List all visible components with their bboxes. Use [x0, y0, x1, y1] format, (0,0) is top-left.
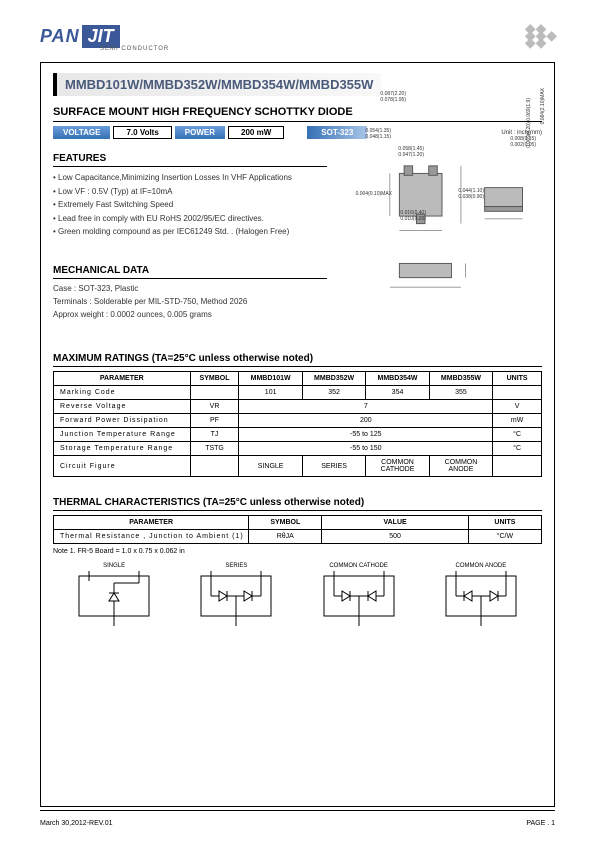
mech-line: Terminals : Solderable per MIL-STD-750, …: [53, 296, 327, 309]
max-ratings-table: PARAMETERSYMBOLMMBD101WMMBD352WMMBD354WM…: [53, 371, 542, 477]
thermal-head: THERMAL CHARACTERISTICS (TA=25°C unless …: [53, 489, 542, 511]
table-row: Storage Temperature RangeTSTG-55 to 150°…: [54, 442, 542, 456]
header-row: PAN JIT SEMI CONDUCTOR ◆ ◆◆ ◆ ◆◆ ◆: [40, 25, 555, 52]
th-sym: SYMBOL: [249, 516, 322, 530]
thermal-table: PARAMETER SYMBOL VALUE UNITS Thermal Res…: [53, 515, 542, 544]
table-row: Reverse VoltageVR7V: [54, 400, 542, 414]
content-box: MMBD101W/MMBD352W/MMBD354W/MMBD355W SURF…: [40, 62, 555, 807]
feature-item: Green molding compound as per IEC61249 S…: [53, 225, 327, 239]
package-diagram: 0.087(2.20)0.078(1.95) 0.084(2.10)MAX 0.…: [342, 145, 542, 325]
dim-3: 0.084(2.10)MAX: [540, 88, 546, 124]
dim-1: 0.087(2.20)0.078(1.95): [380, 91, 406, 103]
logo-pan: PAN: [40, 26, 80, 47]
table-row: Junction Temperature RangeTJ-55 to 125°C: [54, 428, 542, 442]
power-label: POWER: [175, 126, 225, 139]
th-val: VALUE: [322, 516, 468, 530]
logo-jit: JIT: [82, 25, 120, 48]
voltage-label: VOLTAGE: [53, 126, 110, 139]
feature-item: Lead free in comply with EU RoHS 2002/95…: [53, 212, 327, 226]
feature-item: Extremely Fast Switching Speed: [53, 198, 327, 212]
circuit-item: COMMON CATHODE: [314, 563, 404, 626]
dim-12: 0.004(0.10)MAX: [356, 191, 392, 197]
footer: March 30,2012-REV.01 PAGE . 1: [40, 820, 555, 827]
circuit-item: SINGLE: [69, 563, 159, 626]
mech-line: Approx weight : 0.0002 ounces, 0.005 gra…: [53, 309, 327, 322]
logo-sub: SEMI CONDUCTOR: [100, 46, 169, 52]
table-row: Forward Power DissipationPF200mW: [54, 414, 542, 428]
circuit-diagrams: SINGLE SERIES COMMON CATHODE COMMON ANODE: [53, 563, 542, 626]
mech-line: Case : SOT-323, Plastic: [53, 283, 327, 296]
mech-head: MECHANICAL DATA: [53, 257, 327, 279]
features-list: Low Capacitance,Minimizing Insertion Los…: [53, 171, 327, 239]
dim-13: 0.044(1.10)0.038(0.90): [458, 188, 484, 200]
dim-15: 0.016(0.40)0.010(0.20): [400, 210, 426, 222]
max-ratings-head: MAXIMUM RATINGS (TA=25°C unless otherwis…: [53, 345, 542, 367]
thermal-row: Thermal Resistance , Junction to Ambient…: [54, 530, 542, 544]
footer-page: PAGE . 1: [526, 820, 555, 827]
mech-list: Case : SOT-323, PlasticTerminals : Solde…: [53, 283, 327, 321]
dim-8: 0.058(1.45)0.047(1.20): [398, 146, 424, 158]
circuit-item: SERIES: [191, 563, 281, 626]
spec-row: VOLTAGE 7.0 Volts POWER 200 mW SOT-323 U…: [53, 126, 542, 139]
unit-text: Unit : inch(mm): [501, 130, 542, 136]
circuit-item: COMMON ANODE: [436, 563, 526, 626]
feature-item: Low Capacitance,Minimizing Insertion Los…: [53, 171, 327, 185]
power-value: 200 mW: [228, 126, 284, 139]
footer-date: March 30,2012-REV.01: [40, 820, 113, 827]
th-unit: UNITS: [468, 516, 541, 530]
feature-item: Low VF : 0.5V (Typ) at IF=10mA: [53, 185, 327, 199]
dim-10: 0.008(0.15)0.002(0.05): [510, 136, 536, 148]
voltage-value: 7.0 Volts: [113, 126, 171, 139]
part-title: MMBD101W/MMBD352W/MMBD354W/MMBD355W: [53, 73, 381, 96]
package-label: SOT-323: [307, 126, 367, 139]
logo: PAN JIT SEMI CONDUCTOR: [40, 25, 169, 52]
dim-6: 0.054(1.35)0.048(1.15): [365, 128, 391, 140]
th-param: PARAMETER: [54, 516, 249, 530]
table-row: Circuit FigureSINGLESERIESCOMMON CATHODE…: [54, 456, 542, 477]
decorative-dots: ◆ ◆◆ ◆ ◆◆ ◆: [525, 25, 555, 46]
thermal-note: Note 1. FR-5 Board = 1.0 x 0.75 x 0.062 …: [53, 548, 542, 555]
table-row: Marking Code101352354355: [54, 386, 542, 400]
subtitle: SURFACE MOUNT HIGH FREQUENCY SCHOTTKY DI…: [53, 106, 542, 122]
features-head: FEATURES: [53, 145, 327, 167]
